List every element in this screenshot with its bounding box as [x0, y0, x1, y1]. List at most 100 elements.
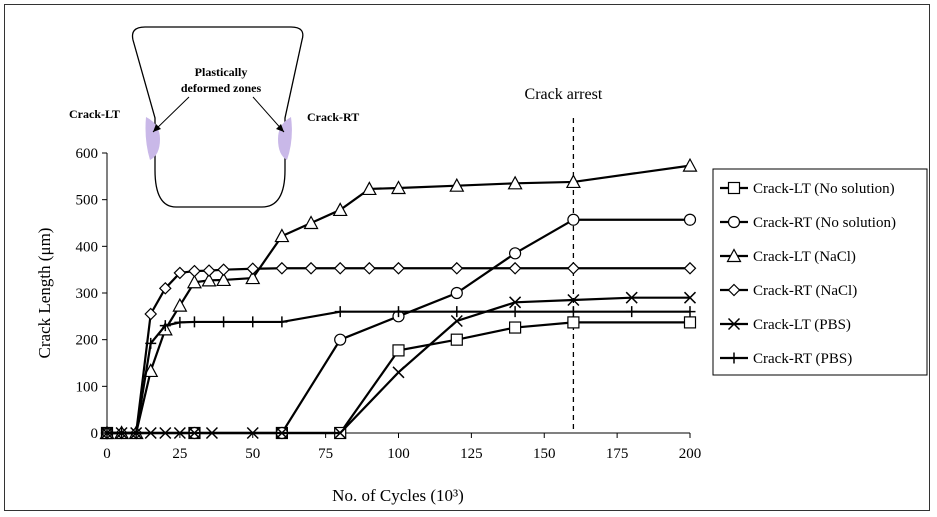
legend-box	[712, 168, 928, 376]
legend-item: Crack-RT (No solution)	[720, 215, 896, 231]
data-point	[567, 316, 580, 329]
legend-item: Crack-LT (NaCl)	[720, 248, 856, 265]
data-point	[245, 270, 261, 285]
legend-marker	[727, 181, 741, 195]
data-point	[145, 337, 157, 349]
data-point	[173, 426, 186, 440]
data-point	[275, 426, 288, 440]
series-layer	[99, 157, 698, 440]
data-point	[450, 286, 463, 300]
x-tick-label: 125	[460, 446, 483, 462]
series-line	[107, 321, 690, 435]
data-point	[684, 306, 696, 318]
data-point	[188, 426, 201, 440]
data-point	[217, 263, 230, 277]
data-point	[130, 427, 142, 439]
y-tick-label: 600	[76, 146, 99, 162]
data-point	[218, 316, 230, 328]
legend-label: Crack-RT (PBS)	[753, 351, 852, 367]
data-point	[363, 261, 376, 275]
data-point	[275, 261, 289, 275]
y-axis-title: Crack Length (μm)	[35, 228, 54, 359]
legend-items: Crack-LT (No solution) Crack-RT (No solut…	[720, 181, 896, 367]
data-point	[304, 261, 318, 275]
data-point	[509, 296, 522, 309]
data-point	[625, 291, 638, 304]
x-tick-label: 175	[606, 446, 629, 462]
y-tick-label: 400	[76, 239, 99, 255]
legend-marker	[727, 215, 741, 229]
legend: Crack-LT (No solution) Crack-RT (No solut…	[712, 168, 928, 376]
data-point	[216, 272, 232, 287]
data-point	[567, 306, 579, 318]
legend-label: Crack-RT (No solution)	[753, 215, 896, 231]
data-point	[172, 297, 188, 312]
zone-label-line2: deformed zones	[181, 81, 262, 95]
data-point	[392, 261, 405, 275]
x-tick-label: 100	[387, 446, 410, 462]
data-point	[567, 213, 580, 226]
y-tick-label: 500	[76, 193, 99, 209]
data-point	[201, 272, 217, 287]
data-point	[508, 261, 522, 275]
legend-item: Crack-RT (NaCl)	[720, 283, 857, 299]
data-point	[116, 427, 128, 439]
data-point	[565, 174, 581, 189]
x-axis-ticks: 0 25 50 75 100 125 150 175 200	[103, 433, 701, 462]
crack-arrest-label: Crack arrest	[525, 86, 603, 103]
data-point	[509, 321, 522, 334]
data-point	[334, 426, 347, 440]
series-square	[100, 316, 697, 440]
series-plus	[101, 306, 696, 439]
y-tick-label: 0	[91, 426, 99, 442]
data-point	[450, 314, 463, 328]
legend-item: Crack-LT (PBS)	[720, 317, 851, 333]
data-point	[392, 366, 405, 379]
x-tick-label: 75	[318, 446, 333, 462]
figure-frame	[4, 4, 930, 511]
data-point	[332, 202, 348, 217]
data-point	[683, 261, 697, 275]
data-point	[159, 426, 172, 440]
data-point	[567, 261, 580, 275]
legend-marker	[727, 283, 741, 297]
zone-pointer-right-head	[276, 124, 284, 132]
data-point	[205, 426, 218, 440]
data-point	[173, 266, 187, 280]
data-point	[683, 213, 697, 226]
data-point	[246, 262, 260, 276]
data-point	[143, 363, 159, 378]
data-point	[144, 426, 157, 440]
specimen-outline	[131, 26, 304, 208]
x-tick-label: 200	[679, 446, 702, 462]
data-point	[303, 215, 319, 230]
zone-pointer-left-head	[153, 124, 161, 132]
y-tick-label: 200	[76, 333, 99, 349]
legend-label: Crack-LT (PBS)	[753, 317, 851, 333]
data-point	[174, 316, 186, 328]
x-tick-label: 25	[172, 446, 187, 462]
data-point	[334, 306, 346, 318]
legend-label: Crack-RT (NaCl)	[753, 283, 857, 299]
legend-item: Crack-RT (PBS)	[720, 351, 852, 367]
data-point	[683, 316, 697, 329]
data-point	[144, 307, 158, 321]
data-point	[247, 316, 259, 328]
data-point	[390, 180, 407, 195]
data-point	[274, 228, 290, 243]
specimen-inset: Plastically deformed zones Crack-LT Crac…	[69, 26, 359, 208]
y-axis-ticks: 0 100 200 300 400 500 600	[76, 146, 107, 442]
data-point	[509, 306, 521, 318]
zone-label-line1: Plastically	[195, 65, 248, 79]
y-tick-label: 300	[76, 286, 99, 302]
data-point	[186, 274, 202, 289]
data-point	[334, 333, 347, 346]
data-point	[683, 291, 697, 304]
data-point	[567, 293, 580, 307]
data-point	[276, 316, 288, 328]
data-point	[158, 281, 172, 295]
data-point	[333, 261, 347, 275]
x-axis-title: No. of Cycles (10³)	[332, 486, 464, 505]
x-tick-label: 50	[245, 446, 260, 462]
data-point	[188, 264, 201, 278]
